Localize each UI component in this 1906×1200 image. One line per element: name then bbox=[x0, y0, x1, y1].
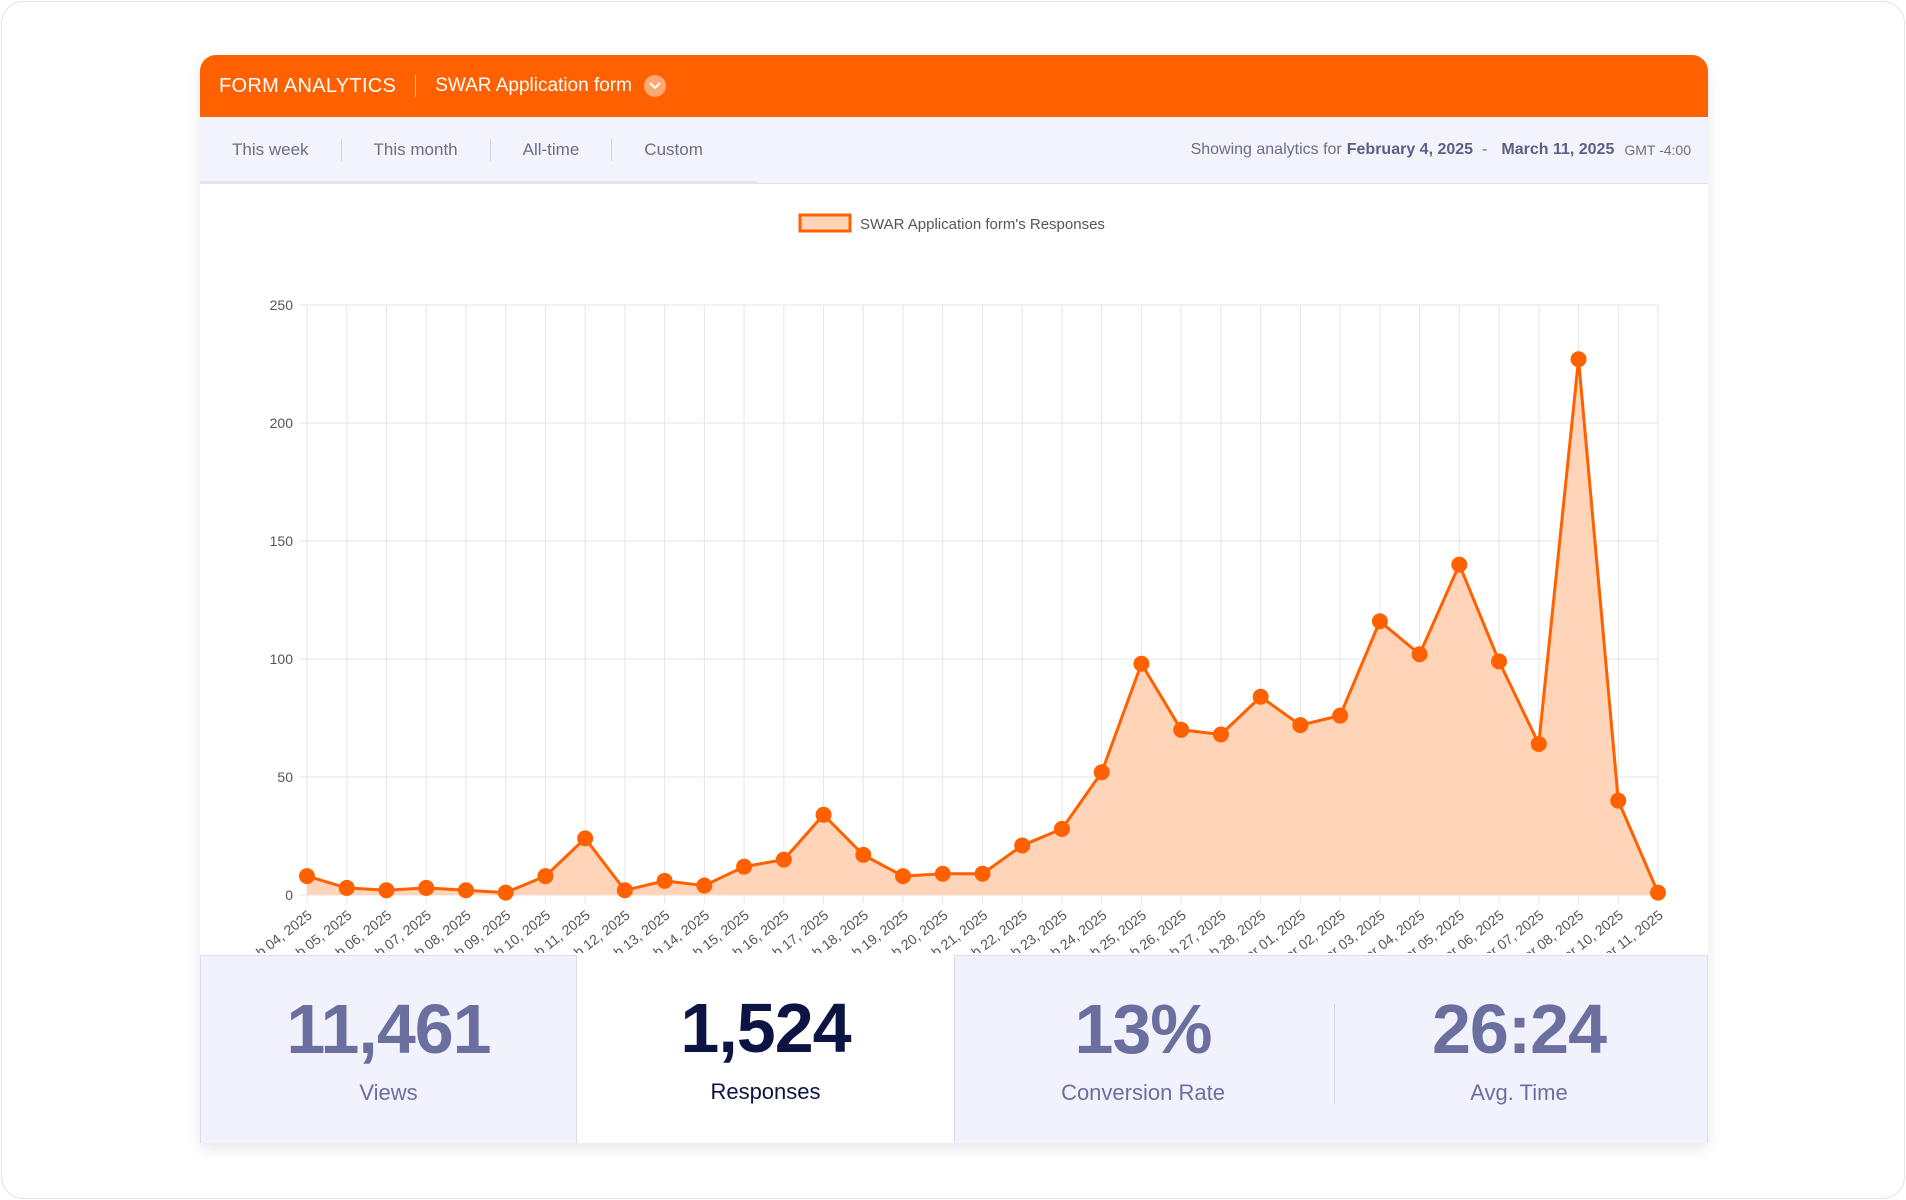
data-point bbox=[1491, 653, 1508, 670]
y-tick-label: 50 bbox=[277, 769, 293, 785]
data-point bbox=[855, 846, 872, 863]
data-point bbox=[1610, 792, 1627, 809]
data-point bbox=[537, 868, 554, 885]
tab-divider bbox=[340, 139, 342, 161]
data-point bbox=[1411, 646, 1428, 663]
data-point bbox=[1650, 884, 1666, 901]
analytics-card: FORM ANALYTICS SWAR Application form Thi… bbox=[200, 55, 1708, 1143]
legend-swatch bbox=[798, 213, 852, 233]
data-point bbox=[1173, 721, 1190, 738]
data-point bbox=[1530, 735, 1547, 752]
form-name: SWAR Application form bbox=[435, 75, 632, 96]
chart-grid bbox=[299, 304, 1659, 903]
data-point bbox=[775, 851, 792, 868]
data-point bbox=[378, 882, 395, 899]
y-tick-label: 250 bbox=[270, 297, 294, 313]
views-value: 11,461 bbox=[286, 989, 491, 1068]
responses-value: 1,524 bbox=[680, 989, 851, 1067]
data-point bbox=[1252, 688, 1269, 705]
avg-time-label: Avg. Time bbox=[1470, 1079, 1568, 1105]
tab-this-month[interactable]: This month bbox=[373, 140, 458, 159]
date-filter-bar: This week This month All-time Custom Sho… bbox=[200, 117, 1708, 184]
data-point bbox=[616, 882, 633, 899]
data-point bbox=[1133, 655, 1150, 672]
date-range-summary: Showing analytics for February 4, 2025 -… bbox=[1191, 117, 1691, 183]
chevron-down-icon[interactable] bbox=[643, 75, 666, 97]
data-point bbox=[736, 858, 753, 875]
y-tick-label: 150 bbox=[270, 533, 294, 549]
y-tick-label: 0 bbox=[285, 887, 293, 903]
data-point bbox=[895, 868, 912, 885]
data-point bbox=[299, 868, 315, 885]
range-prefix: Showing analytics for bbox=[1190, 141, 1342, 158]
data-point bbox=[1332, 707, 1349, 724]
data-point bbox=[974, 865, 991, 882]
data-point bbox=[338, 879, 355, 896]
tabs-underline bbox=[200, 181, 757, 183]
stat-conversion-rate[interactable]: 13% Conversion Rate bbox=[955, 956, 1331, 1144]
tab-this-week[interactable]: This week bbox=[232, 140, 309, 159]
views-label: Views bbox=[359, 1079, 418, 1105]
y-tick-label: 200 bbox=[270, 415, 294, 431]
data-point bbox=[577, 830, 594, 847]
data-point bbox=[1053, 820, 1070, 837]
data-point bbox=[1014, 837, 1031, 854]
range-start: February 4, 2025 bbox=[1346, 141, 1474, 158]
stat-responses[interactable]: 1,524 Responses bbox=[577, 955, 954, 1143]
data-point bbox=[418, 879, 435, 896]
data-point bbox=[1451, 556, 1468, 573]
data-point bbox=[1212, 726, 1229, 743]
range-separator: - bbox=[1482, 141, 1488, 158]
brand-title: FORM ANALYTICS bbox=[219, 74, 397, 97]
timezone: GMT -4:00 bbox=[1624, 142, 1691, 158]
stat-views[interactable]: 11,461 Views bbox=[200, 955, 577, 1143]
header-bar: FORM ANALYTICS SWAR Application form bbox=[200, 55, 1708, 117]
conversion-label: Conversion Rate bbox=[1061, 1079, 1225, 1105]
tab-divider bbox=[489, 139, 491, 161]
responses-label: Responses bbox=[710, 1079, 821, 1104]
stat-group: 13% Conversion Rate 26:24 Avg. Time bbox=[954, 955, 1708, 1143]
tab-custom[interactable]: Custom bbox=[644, 140, 703, 159]
data-point bbox=[457, 882, 474, 899]
data-point bbox=[497, 884, 514, 901]
stats-row: 11,461 Views 1,524 Responses 13% Convers… bbox=[200, 955, 1708, 1143]
conversion-value: 13% bbox=[1074, 989, 1212, 1068]
y-tick-label: 100 bbox=[270, 651, 294, 667]
stat-avg-time[interactable]: 26:24 Avg. Time bbox=[1331, 956, 1707, 1144]
data-point bbox=[1371, 613, 1388, 630]
data-point bbox=[1570, 351, 1587, 368]
data-point bbox=[934, 865, 951, 882]
data-point bbox=[815, 806, 832, 823]
series-area bbox=[307, 359, 1658, 895]
range-end: March 11, 2025 bbox=[1501, 141, 1615, 158]
legend-label: SWAR Application form's Responses bbox=[860, 216, 1105, 233]
tab-divider bbox=[611, 139, 613, 161]
stat-divider bbox=[1334, 1004, 1335, 1104]
avg-time-value: 26:24 bbox=[1431, 989, 1607, 1068]
tab-all-time[interactable]: All-time bbox=[522, 140, 580, 159]
form-selector[interactable]: SWAR Application form bbox=[435, 75, 666, 97]
data-point bbox=[696, 877, 713, 894]
data-point bbox=[1093, 764, 1110, 781]
header-divider bbox=[415, 75, 417, 97]
responses-chart: 0 50 100 150 200 250 Feb 04, 2025 Feb 05, 2025 F… bbox=[200, 183, 1708, 970]
data-point bbox=[656, 872, 673, 889]
data-point bbox=[1292, 717, 1309, 734]
date-range-tabs: This week This month All-time Custom bbox=[200, 117, 735, 183]
